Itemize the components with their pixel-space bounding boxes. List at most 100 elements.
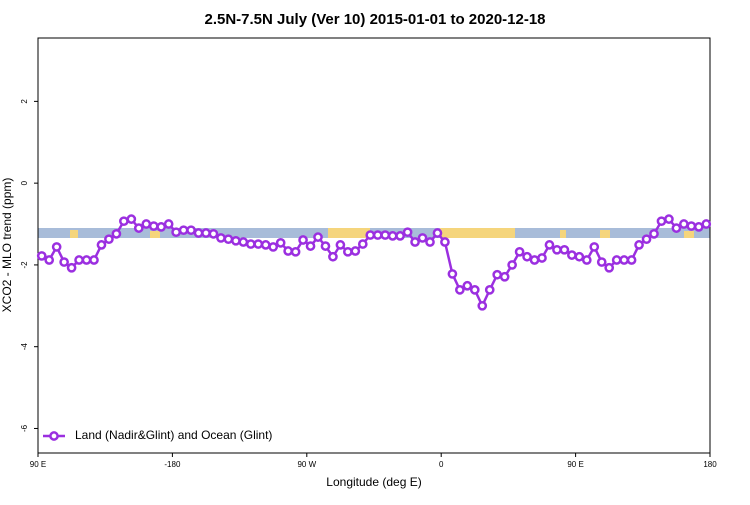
y-tick-label: 2 bbox=[20, 99, 29, 104]
plot-frame bbox=[37, 37, 711, 454]
data-point bbox=[74, 255, 84, 265]
data-point bbox=[96, 240, 107, 250]
data-point bbox=[693, 222, 704, 232]
data-point bbox=[126, 214, 137, 224]
data-point bbox=[462, 280, 473, 291]
legend-label: Land (Nadir&Glint) and Ocean (Glint) bbox=[75, 428, 272, 442]
data-point bbox=[417, 233, 428, 243]
data-point bbox=[305, 241, 316, 251]
data-point bbox=[499, 271, 510, 282]
data-point bbox=[253, 239, 264, 249]
data-point bbox=[552, 244, 562, 255]
data-point bbox=[611, 255, 622, 265]
data-point bbox=[51, 242, 62, 252]
data-point bbox=[410, 237, 420, 247]
data-point bbox=[313, 232, 323, 242]
data-point bbox=[567, 250, 577, 260]
data-point bbox=[432, 228, 443, 238]
land-band bbox=[150, 231, 160, 238]
data-point bbox=[238, 237, 249, 247]
data-point bbox=[372, 230, 383, 240]
data-point bbox=[664, 214, 674, 224]
data-point bbox=[268, 242, 279, 252]
data-point bbox=[89, 255, 99, 265]
data-point bbox=[395, 231, 405, 241]
data-point bbox=[387, 231, 398, 241]
data-point bbox=[298, 235, 308, 245]
data-point bbox=[163, 219, 174, 229]
data-point bbox=[66, 262, 77, 273]
land-band bbox=[684, 231, 694, 238]
data-point bbox=[581, 255, 592, 265]
data-point bbox=[148, 221, 159, 231]
data-point bbox=[619, 255, 629, 265]
data-point bbox=[223, 234, 234, 245]
data-point bbox=[634, 240, 644, 250]
data-point bbox=[133, 223, 144, 233]
data-point bbox=[522, 251, 532, 262]
data-point bbox=[455, 285, 465, 295]
data-point bbox=[380, 230, 391, 240]
data-point bbox=[260, 240, 271, 250]
x-tick-label: 90 E bbox=[567, 460, 583, 469]
data-point bbox=[402, 227, 413, 238]
data-point bbox=[537, 253, 547, 263]
data-point bbox=[626, 255, 637, 265]
chart-title: 2.5N-7.5N July (Ver 10) 2015-01-01 to 20… bbox=[204, 11, 545, 28]
data-point bbox=[245, 239, 256, 249]
y-tick-label: -2 bbox=[20, 261, 29, 269]
data-point bbox=[81, 255, 92, 265]
data-point bbox=[216, 233, 226, 243]
data-point bbox=[208, 228, 219, 239]
data-point bbox=[186, 225, 196, 236]
land-band bbox=[600, 230, 610, 238]
x-axis-label: Longitude (deg E) bbox=[326, 475, 421, 489]
data-point bbox=[507, 260, 517, 270]
data-point bbox=[111, 228, 122, 239]
data-point bbox=[649, 228, 659, 239]
data-point bbox=[604, 262, 615, 273]
data-point bbox=[59, 257, 69, 267]
legend-swatch-marker bbox=[49, 431, 59, 441]
data-point bbox=[350, 246, 361, 256]
data-point bbox=[328, 251, 338, 262]
x-tick-label: 0 bbox=[439, 460, 444, 469]
data-point bbox=[104, 234, 114, 245]
data-point bbox=[656, 216, 667, 227]
data-point bbox=[641, 234, 652, 245]
land-band bbox=[440, 228, 515, 238]
data-point bbox=[529, 255, 540, 265]
data-point bbox=[171, 227, 181, 238]
data-point bbox=[290, 246, 301, 257]
data-point bbox=[36, 251, 47, 261]
data-point bbox=[335, 240, 346, 250]
y-tick-label: -4 bbox=[20, 343, 29, 351]
data-point bbox=[156, 222, 167, 232]
data-point bbox=[44, 255, 55, 265]
land-band bbox=[560, 230, 566, 238]
data-point bbox=[343, 246, 353, 257]
data-point bbox=[679, 219, 689, 229]
data-point bbox=[365, 230, 376, 240]
data-point bbox=[425, 237, 435, 247]
y-axis-label: XCO2 - MLO trend (ppm) bbox=[0, 178, 14, 313]
data-point bbox=[320, 241, 331, 251]
land-band bbox=[328, 228, 370, 238]
x-tick-label: 180 bbox=[703, 460, 717, 469]
data-point bbox=[357, 239, 368, 249]
y-tick-label: 0 bbox=[20, 180, 29, 185]
data-point bbox=[484, 285, 495, 295]
data-point bbox=[201, 228, 211, 238]
data-point bbox=[544, 240, 555, 250]
data-point bbox=[671, 223, 682, 233]
x-tick-label: 90 E bbox=[30, 460, 46, 469]
data-point bbox=[283, 246, 293, 256]
x-tick-label: -180 bbox=[164, 460, 181, 469]
data-point bbox=[447, 269, 458, 279]
data-point bbox=[574, 251, 585, 262]
data-point bbox=[178, 225, 189, 236]
data-point bbox=[119, 216, 129, 227]
data-point bbox=[193, 228, 204, 238]
